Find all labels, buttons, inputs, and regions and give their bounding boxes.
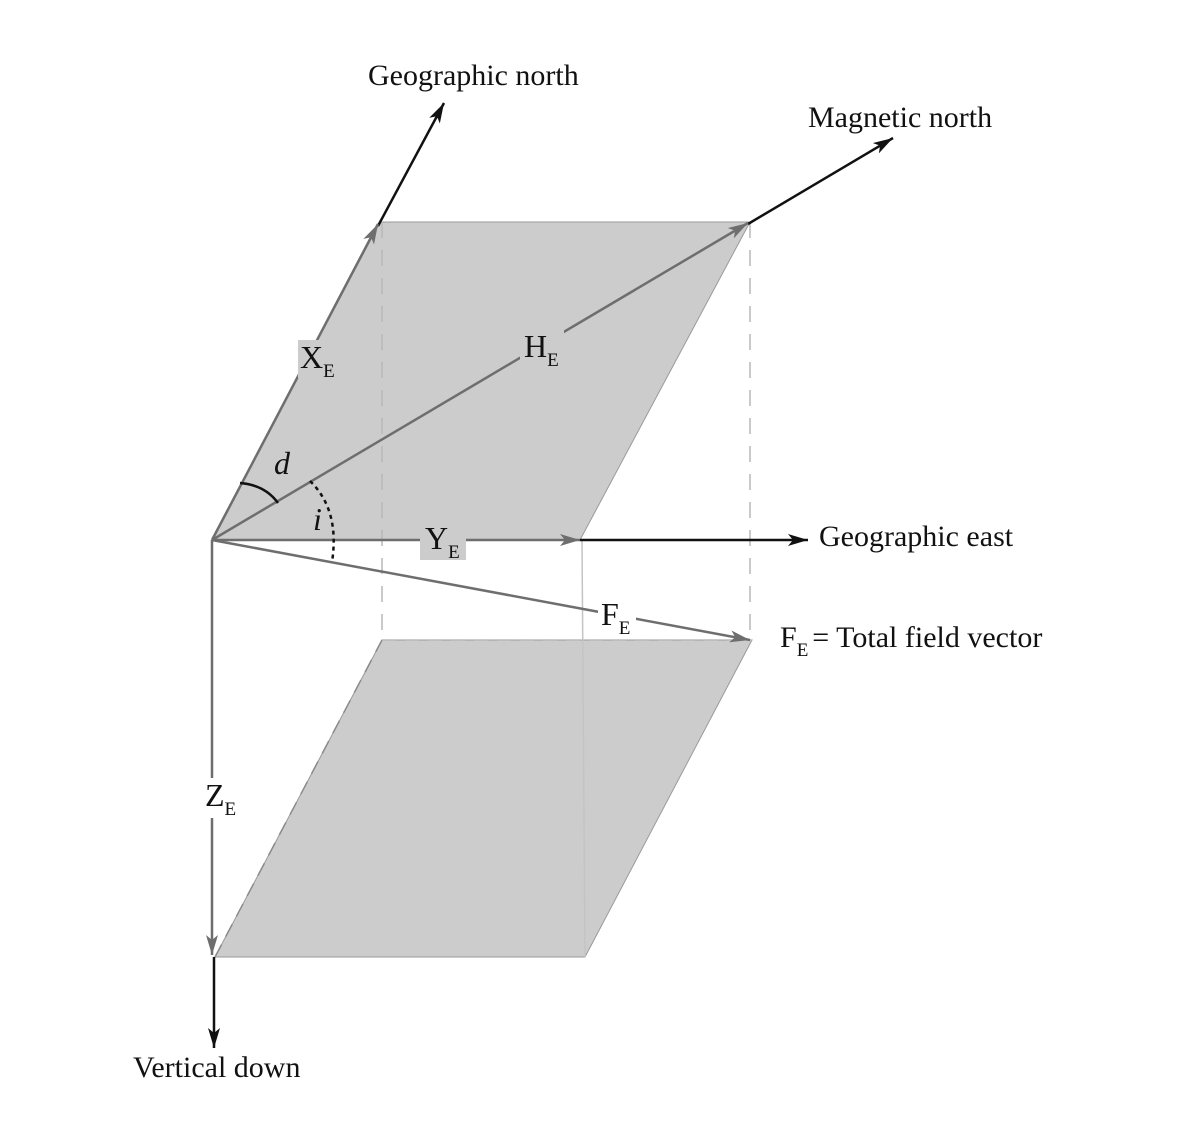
x-component-vector xyxy=(210,223,380,541)
geographic-north-arrow xyxy=(376,102,446,227)
label-z-component: ZE xyxy=(205,777,236,820)
label-vertical-down: Vertical down xyxy=(133,1051,300,1084)
magnetic-north-arrow xyxy=(747,136,894,226)
lower-plane xyxy=(214,639,753,958)
lower-plane-left-dash xyxy=(214,639,383,958)
z-label-backing xyxy=(203,778,241,818)
label-geographic-east: Geographic east xyxy=(819,520,1014,553)
label-inclination: i xyxy=(313,501,322,537)
f-total-vector xyxy=(211,538,751,643)
x-label-backing xyxy=(298,340,336,378)
label-h-component: HE xyxy=(524,328,559,371)
declination-arc xyxy=(239,481,280,504)
f-label-backing xyxy=(598,598,636,636)
h-component-vector xyxy=(211,221,749,542)
label-y-component: YE xyxy=(425,520,460,563)
y-label-backing xyxy=(420,522,466,560)
inclination-arc xyxy=(309,480,335,563)
h-label-backing xyxy=(520,328,564,368)
label-geographic-north: Geographic north xyxy=(368,59,579,92)
label-declination: d xyxy=(274,445,291,481)
label-total-field-legend: FE = Total field vector xyxy=(780,621,1042,661)
label-x-component: XE xyxy=(300,339,335,382)
label-f-component: FE xyxy=(601,596,630,639)
label-magnetic-north: Magnetic north xyxy=(808,101,992,134)
